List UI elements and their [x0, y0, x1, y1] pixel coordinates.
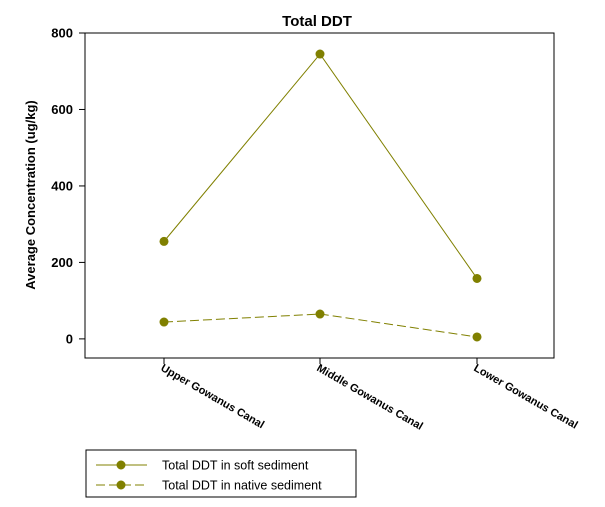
- data-point: [472, 332, 482, 342]
- legend-box: [85, 449, 357, 498]
- y-tick-label: 600: [51, 102, 73, 117]
- legend-swatch-marker: [116, 460, 126, 470]
- chart-title: Total DDT: [282, 13, 352, 30]
- y-axis: 0 200 400 600 800: [51, 26, 85, 346]
- y-tick-label: 200: [51, 255, 73, 270]
- y-tick-label: 800: [51, 26, 73, 41]
- data-point: [315, 49, 325, 59]
- legend-label: Total DDT in native sediment: [162, 479, 322, 493]
- y-tick-label: 0: [66, 331, 73, 346]
- x-tick-label: Middle Gowanus Canal: [315, 362, 425, 433]
- x-axis: Upper Gowanus Canal Middle Gowanus Canal L…: [159, 358, 580, 433]
- y-tick-label: 400: [51, 178, 73, 193]
- legend: Total DDT in soft sediment Total DDT in n…: [85, 449, 357, 498]
- legend-label: Total DDT in soft sediment: [162, 459, 309, 473]
- x-tick-label: Lower Gowanus Canal: [472, 362, 580, 431]
- data-point: [472, 273, 482, 283]
- data-point: [159, 317, 169, 327]
- y-axis-label: Average Concentration (ug/kg): [23, 100, 38, 289]
- data-point: [159, 236, 169, 246]
- series-line: [163, 53, 478, 279]
- x-tick-label: Upper Gowanus Canal: [159, 362, 267, 431]
- plot-area-frame: [84, 32, 555, 359]
- legend-items: Total DDT in soft sediment Total DDT in n…: [96, 459, 322, 493]
- data-point: [315, 309, 325, 319]
- series-layer: [159, 49, 482, 342]
- legend-swatch-marker: [116, 480, 126, 490]
